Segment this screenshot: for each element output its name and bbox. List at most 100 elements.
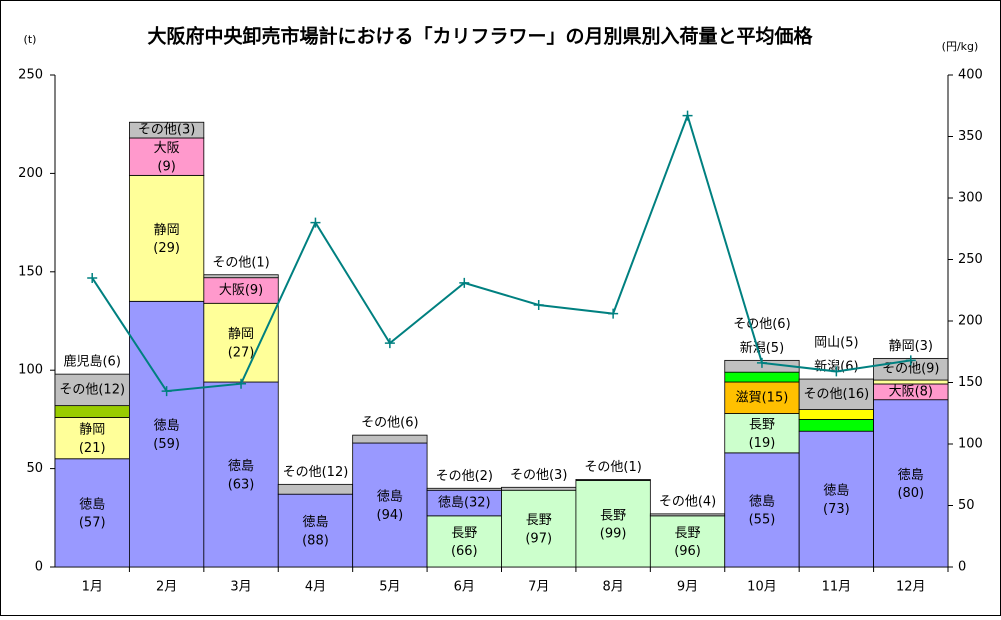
segment-label: 鹿児島(6) [63, 354, 120, 370]
bar-segment [873, 399, 949, 568]
price-marker [310, 217, 321, 228]
segment-label: 静岡(3) [889, 339, 933, 354]
y2-tick-label: 250 [958, 252, 983, 267]
bar-segment [798, 418, 874, 432]
segment-label: 静岡(27) [228, 327, 255, 360]
x-tick-label: 6月 [454, 580, 475, 595]
segment-label: 長野(96) [674, 525, 701, 558]
segment-label: その他(1) [212, 255, 269, 270]
y-axis-label: (t) [24, 33, 37, 46]
x-tick-label: 10月 [747, 580, 777, 595]
bar-segment [649, 515, 726, 568]
bar-segment [501, 486, 577, 491]
segment-label: 岡山(5) [814, 336, 858, 351]
x-tick-label: 3月 [230, 580, 251, 595]
segment-label: 大阪(9) [219, 283, 263, 298]
price-marker [831, 366, 842, 377]
y2-tick-label: 300 [958, 191, 983, 206]
segment-label: 長野(99) [600, 508, 627, 541]
bar-segment [203, 274, 279, 279]
bar-segment [129, 137, 205, 176]
x-tick-label: 2月 [156, 580, 177, 595]
x-tick-label: 8月 [602, 580, 623, 595]
price-marker [756, 357, 767, 368]
bar-segment [798, 430, 874, 568]
bar-segment [129, 121, 205, 139]
segment-label: 徳島(88) [302, 515, 329, 548]
x-tick-label: 7月 [528, 580, 549, 595]
segment-label: 徳島(32) [438, 496, 491, 511]
segment-label: 静岡(29) [153, 222, 180, 255]
bar-segment [352, 442, 428, 568]
price-marker [384, 338, 395, 349]
segment-label: 新潟(5) [740, 340, 784, 356]
y2-tick-label: 100 [958, 437, 983, 452]
bar-segment [352, 434, 428, 444]
segment-label: 徳島(59) [153, 418, 180, 451]
segment-label: その他(4) [659, 494, 716, 509]
bar-segment [426, 487, 502, 491]
y2-tick-label: 0 [958, 560, 966, 575]
segment-label: その他(12) [59, 382, 125, 397]
y2-tick-label: 350 [958, 129, 983, 144]
price-line [91, 112, 911, 393]
x-tick-label: 5月 [379, 580, 400, 595]
bar-segment [501, 489, 577, 568]
y-tick-label: 0 [35, 560, 43, 575]
bar-segment [277, 483, 354, 495]
bar-segment [724, 381, 800, 414]
segment-label: その他(2) [436, 469, 493, 484]
segment-label: 大阪(8) [889, 384, 933, 399]
x-tick-label: 12月 [896, 580, 926, 595]
price-marker [161, 386, 172, 397]
bar-segment [203, 381, 279, 568]
bar-segment [54, 405, 130, 418]
segment-label: 徳島(55) [749, 494, 776, 527]
price-marker [682, 110, 693, 121]
segment-label: その他(3) [510, 468, 567, 483]
x-tick-label: 9月 [677, 580, 698, 595]
segment-label: その他(3) [138, 123, 195, 138]
x-tick-label: 4月 [305, 580, 326, 595]
price-marker [905, 355, 916, 366]
y-tick-label: 100 [18, 363, 43, 378]
y2-tick-label: 50 [958, 498, 975, 513]
bar-segment [575, 480, 651, 568]
segment-label: 徳島(94) [377, 489, 404, 522]
bar-segment [426, 489, 502, 517]
segment-label: 大阪(9) [154, 141, 180, 174]
segment-label: その他(9) [882, 362, 939, 377]
segment-label: その他(12) [283, 465, 349, 480]
bar-segment [203, 277, 279, 304]
x-tick-label: 1月 [82, 580, 103, 595]
segment-label: 長野(97) [525, 513, 552, 546]
segment-label: 徳島(63) [228, 459, 255, 492]
y-tick-label: 150 [18, 264, 43, 279]
x-tick-label: 11月 [822, 580, 852, 595]
bar-segment [426, 515, 502, 568]
y2-tick-label: 150 [958, 375, 983, 390]
bar-segment [54, 458, 130, 568]
y2-tick-label: 400 [958, 68, 983, 83]
bar-segment [798, 378, 874, 410]
price-marker [236, 378, 247, 389]
bar-segment [129, 300, 205, 568]
y2-axis-label: (円/kg) [942, 40, 979, 53]
segment-label: 滋賀(15) [736, 390, 789, 405]
bar-segment [277, 493, 354, 568]
bar-segment [649, 513, 726, 517]
y-tick-label: 250 [18, 68, 43, 83]
bar-segment [724, 452, 800, 568]
price-marker [533, 300, 544, 311]
segment-label: 徳島(80) [897, 467, 924, 500]
price-marker [87, 272, 98, 283]
price-marker [459, 277, 470, 288]
bar-segment [575, 479, 651, 481]
y2-tick-label: 200 [958, 314, 983, 329]
segment-label: その他(16) [804, 387, 870, 402]
bar-segment [873, 379, 949, 385]
price-marker [608, 308, 619, 319]
bar-segment [129, 174, 205, 302]
bar-segment [798, 409, 874, 420]
